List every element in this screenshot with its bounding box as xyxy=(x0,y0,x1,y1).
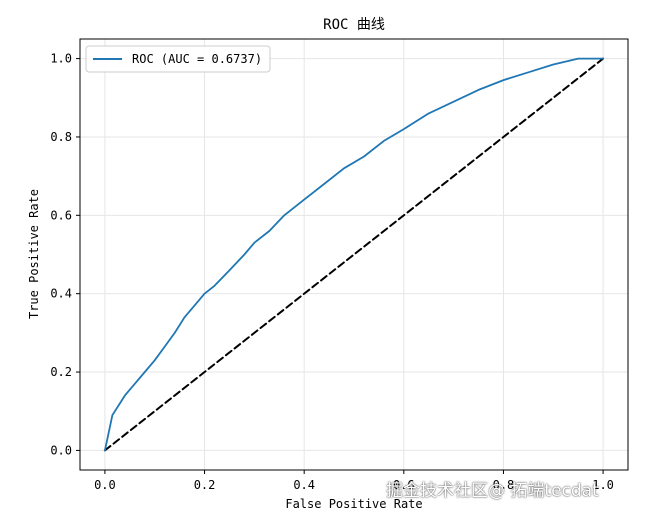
y-axis-label: True Positive Rate xyxy=(27,189,41,319)
legend-label-roc: ROC (AUC = 0.6737) xyxy=(132,52,262,66)
plot-frame xyxy=(79,38,629,471)
x-axis-label: False Positive Rate xyxy=(285,497,422,511)
y-tick-label: 0.8 xyxy=(50,130,72,144)
y-tick-label: 0.4 xyxy=(50,287,72,301)
roc-curve-line xyxy=(104,57,604,452)
x-tick-label: 0.2 xyxy=(194,478,216,492)
ticks: 0.0 0.2 0.4 0.6 0.8 1.0 0.0 0.2 0.4 0.6 0.8 1.0 xyxy=(50,52,614,492)
legend-box xyxy=(85,45,271,73)
y-tick-label: 0.0 xyxy=(50,443,72,457)
watermark: 掘金技术社区@ 拓端tecdat xyxy=(386,481,599,501)
series-layer xyxy=(103,57,605,452)
x-tick-label: 0.6 xyxy=(393,478,415,492)
x-tick-label: 1.0 xyxy=(592,478,614,492)
x-tick-label: 0.0 xyxy=(94,478,116,492)
x-tick-label: 0.8 xyxy=(493,478,515,492)
y-tick-label: 1.0 xyxy=(50,52,72,66)
legend: ROC (AUC = 0.6737) xyxy=(85,45,271,73)
x-tick-label: 0.4 xyxy=(293,478,315,492)
y-tick-label: 0.2 xyxy=(50,365,72,379)
chance-diagonal-line xyxy=(103,57,605,452)
chart-title: ROC 曲线 xyxy=(323,17,385,33)
y-tick-label: 0.6 xyxy=(50,208,72,222)
